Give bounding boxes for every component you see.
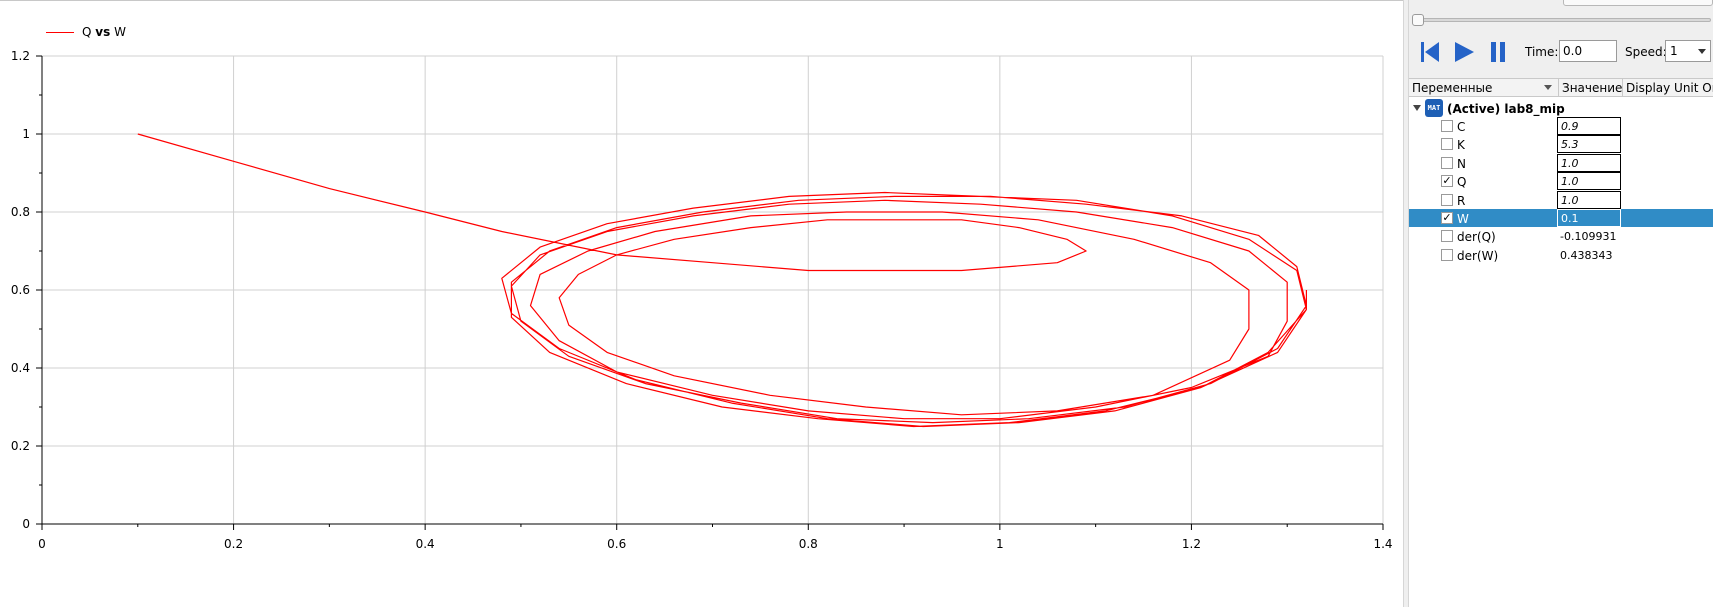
variable-checkbox[interactable] [1441, 120, 1453, 132]
variable-value: -0.109931 [1560, 230, 1617, 244]
variable-checkbox[interactable] [1441, 138, 1453, 151]
sort-indicator-icon [1544, 85, 1552, 90]
plot-pane[interactable]: 0 0.2 0.4 0.6 0.8 1 1.2 1.4 0 0.2 0.4 0.6 0.8 1 1.2 Q … [0, 0, 1403, 607]
variable-checkbox[interactable] [1441, 156, 1453, 169]
x-tick-label: 1.4 [1373, 537, 1392, 551]
legend-x-name: W [114, 25, 126, 39]
variable-value-input[interactable]: 1.0 [1557, 153, 1621, 172]
variables-tree[interactable]: Переменные Значение Display Unit Or MAT … [1409, 78, 1713, 607]
header-variables[interactable]: Переменные [1409, 79, 1559, 97]
top-combo-box[interactable] [1563, 0, 1713, 6]
time-label: Time: [1525, 45, 1559, 59]
play-icon [1455, 42, 1474, 62]
mat-file-icon: MAT [1425, 99, 1443, 117]
speed-select[interactable]: 1 [1665, 40, 1711, 62]
variable-value-input[interactable]: 1.0 [1557, 172, 1621, 191]
variable-value-input[interactable]: 0.1 [1557, 209, 1621, 227]
y-tick-label: 0.4 [11, 361, 30, 375]
pause-button[interactable] [1485, 38, 1511, 66]
variable-row-n[interactable]: N 1.0 [1409, 153, 1713, 172]
series-line-0 [137, 133, 1308, 428]
variable-name: C [1457, 120, 1466, 134]
x-tick-label: 0.4 [416, 537, 435, 551]
y-tick-label: 0.6 [11, 283, 30, 297]
variable-name: Q [1457, 175, 1467, 190]
expand-arrow-icon[interactable] [1413, 105, 1421, 111]
variable-name: der(W) [1457, 248, 1499, 263]
x-tick-label: 1.2 [1182, 537, 1201, 551]
pane-splitter[interactable] [1403, 0, 1409, 607]
header-unit-label: Display Unit Or [1626, 81, 1713, 95]
variable-checkbox[interactable] [1441, 193, 1453, 206]
chevron-down-icon [1698, 49, 1706, 54]
variable-value-input[interactable]: 0.9 [1557, 117, 1621, 135]
variable-name: der(Q) [1457, 230, 1496, 245]
variable-row-r[interactable]: R 1.0 [1409, 190, 1713, 209]
variable-checkbox[interactable] [1441, 248, 1453, 261]
time-slider-handle[interactable] [1412, 14, 1424, 26]
pause-icon [1491, 42, 1505, 62]
header-display-unit[interactable]: Display Unit Or [1623, 79, 1713, 97]
header-value[interactable]: Значение [1559, 79, 1623, 97]
variable-row-q[interactable]: ✓ Q 1.0 [1409, 172, 1713, 191]
tree-root-row[interactable]: MAT (Active) lab8_mip [1409, 99, 1713, 117]
y-tick-label: 1 [22, 127, 30, 141]
variable-checkbox[interactable] [1441, 230, 1453, 243]
variables-panel: Time: Speed: 1 Переменные Значение Displ… [1409, 0, 1713, 607]
header-variables-label: Переменные [1412, 81, 1493, 95]
y-tick-label: 0.8 [11, 205, 30, 219]
y-tick-label: 1.2 [11, 49, 30, 63]
variable-name: R [1457, 193, 1466, 208]
variable-checkbox[interactable]: ✓ [1441, 174, 1453, 188]
variable-row-derw[interactable]: der(W) 0.438343 [1409, 246, 1713, 264]
variable-row-c[interactable]: C 0.9 [1409, 117, 1713, 135]
speed-label: Speed: [1625, 45, 1667, 59]
speed-value: 1 [1670, 44, 1678, 58]
legend-label: Q vs W [82, 25, 126, 39]
simulation-toolbar: Time: Speed: 1 [1409, 38, 1713, 66]
legend-y-name: Q [82, 25, 92, 39]
x-tick-label: 0 [38, 537, 46, 551]
variable-name: K [1457, 138, 1465, 153]
header-value-label: Значение [1562, 81, 1623, 95]
variable-name: W [1457, 212, 1469, 226]
legend-swatch [46, 31, 74, 33]
time-input[interactable] [1559, 40, 1617, 62]
chart-legend: Q vs W [46, 25, 126, 39]
x-tick-label: 0.8 [799, 537, 818, 551]
variable-row-w[interactable]: ✓ W 0.1 [1409, 209, 1713, 227]
variable-row-k[interactable]: K 5.3 [1409, 135, 1713, 154]
variable-value-input[interactable]: 1.0 [1557, 190, 1621, 209]
rewind-button[interactable] [1417, 38, 1443, 66]
y-tick-label: 0.2 [11, 439, 30, 453]
x-tick-label: 1 [996, 537, 1004, 551]
variable-checkbox[interactable]: ✓ [1441, 211, 1453, 224]
time-slider[interactable] [1417, 18, 1711, 22]
skip-back-icon [1421, 42, 1439, 62]
y-tick-label: 0 [22, 517, 30, 531]
tree-root-label: (Active) lab8_mip [1447, 102, 1565, 116]
x-tick-label: 0.2 [224, 537, 243, 551]
variable-row-derq[interactable]: der(Q) -0.109931 [1409, 227, 1713, 245]
x-tick-label: 0.6 [607, 537, 626, 551]
variable-value-input[interactable]: 5.3 [1557, 135, 1621, 154]
tree-header: Переменные Значение Display Unit Or [1409, 79, 1713, 97]
play-button[interactable] [1451, 38, 1477, 66]
variable-value: 0.438343 [1560, 248, 1613, 262]
variable-name: N [1457, 156, 1466, 171]
legend-vs: vs [95, 25, 111, 39]
plot-canvas[interactable]: 0 0.2 0.4 0.6 0.8 1 1.2 1.4 0 0.2 0.4 0.6 0.8 1 1.2 [0, 1, 1403, 607]
